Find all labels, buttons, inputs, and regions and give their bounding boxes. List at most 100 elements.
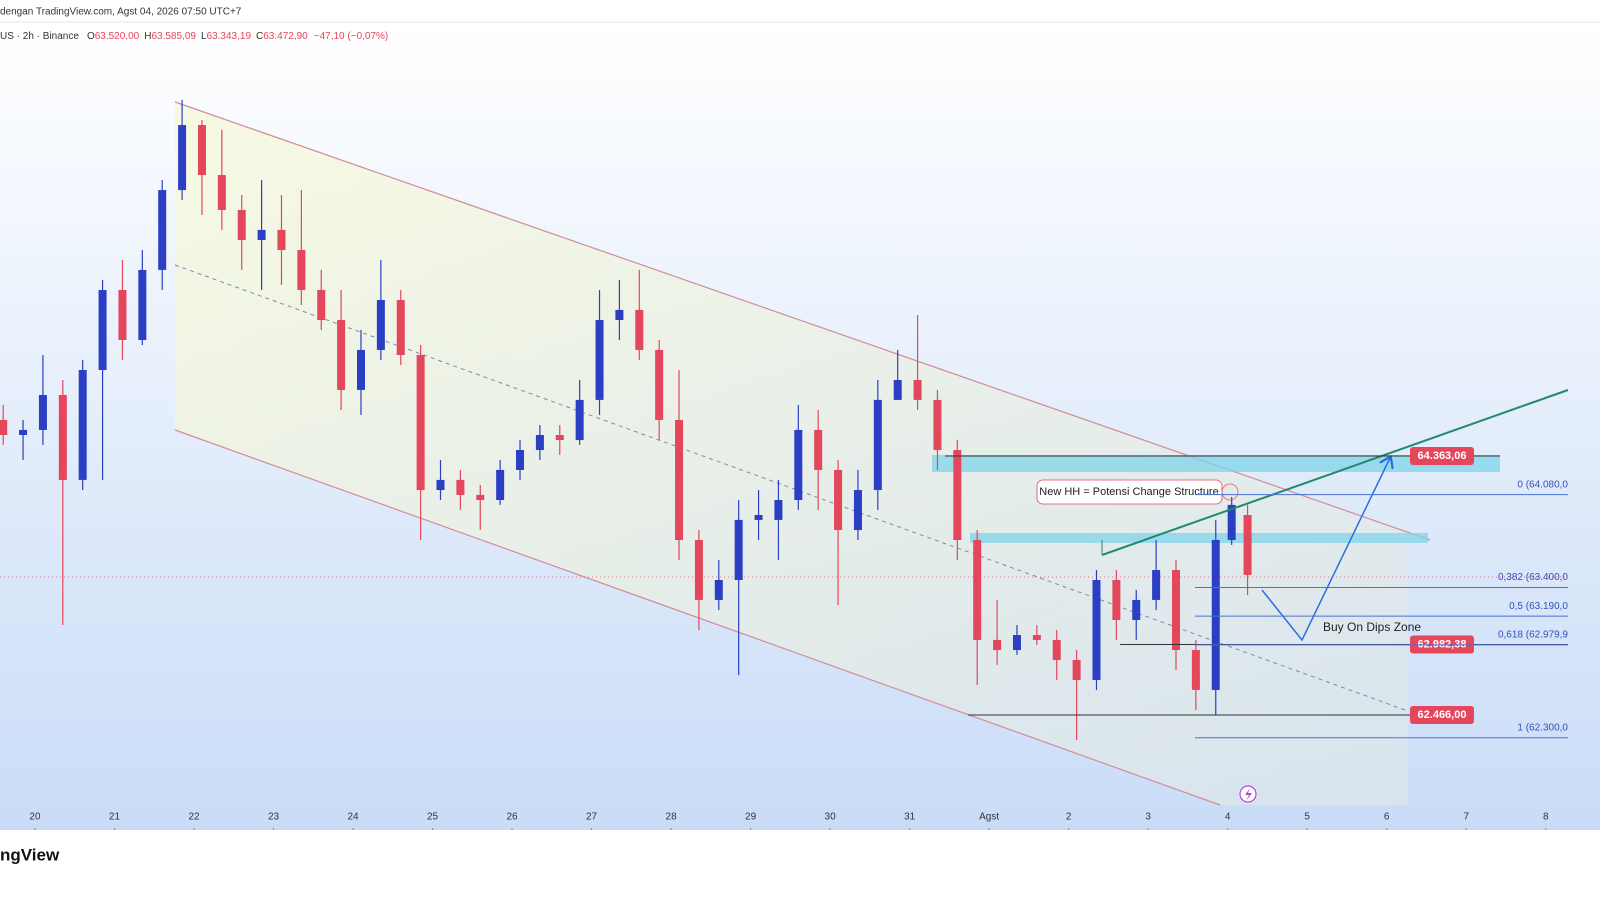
annotation: New HH = Potensi Change Structure xyxy=(1039,486,1218,498)
breakout-zone xyxy=(970,533,1428,543)
annotation: Buy On Dips Zone xyxy=(1323,620,1421,634)
resistance-zone xyxy=(932,455,1500,472)
candle-body xyxy=(98,289,107,371)
x-tick-label: 8 xyxy=(1543,812,1549,823)
symbol: US · 2h · Binance xyxy=(0,31,79,42)
x-tick-label: 28 xyxy=(666,812,678,823)
candle-body xyxy=(416,354,425,491)
candle-body xyxy=(297,249,306,290)
candle-body xyxy=(78,370,87,480)
x-tick-label: 21 xyxy=(109,812,121,823)
ohlc-label: C xyxy=(256,31,263,42)
candle-body xyxy=(356,349,365,390)
candle-body xyxy=(694,539,703,600)
candle-body xyxy=(774,499,783,520)
candle-body xyxy=(873,399,882,491)
x-tick-label: 5 xyxy=(1304,812,1310,823)
candle-body xyxy=(734,519,743,581)
candle-body xyxy=(1211,539,1220,690)
x-tick-label: 27 xyxy=(586,812,598,823)
candle-body xyxy=(178,125,187,191)
candle-body xyxy=(1052,639,1061,661)
candle-body xyxy=(1132,599,1141,621)
candle-body xyxy=(496,469,505,500)
ohlc-value: 63.343,19 xyxy=(207,31,252,42)
candle-body xyxy=(0,419,8,435)
x-tick-label: Agst xyxy=(979,812,999,823)
candle-body xyxy=(893,379,902,400)
level-label: 64.363,06 xyxy=(1418,450,1467,462)
candle-body xyxy=(1172,570,1180,651)
bottom-bar xyxy=(0,830,1600,900)
candle-body xyxy=(376,299,385,350)
ohlc-label: H xyxy=(144,31,151,42)
fib-label: 0 (64.080,0 xyxy=(1517,479,1568,490)
x-tick-label: 4 xyxy=(1225,812,1231,823)
event-icon-bolt xyxy=(1245,788,1252,801)
candle-body xyxy=(516,450,525,470)
x-tick-label: 2 xyxy=(1066,812,1072,823)
ohlc-label: O xyxy=(87,31,95,42)
candle-body xyxy=(675,419,684,540)
ohlc-value: 63.472,90 xyxy=(263,31,308,42)
candle-body xyxy=(19,429,28,435)
candle-body xyxy=(1227,504,1236,540)
ohlc-value: 63.585,09 xyxy=(151,31,196,42)
candle-body xyxy=(635,309,644,350)
fib-label: 1 (62.300,0 xyxy=(1517,722,1568,733)
candle-body xyxy=(1191,650,1200,690)
candle-body xyxy=(1152,570,1161,600)
x-tick-label: 31 xyxy=(904,812,916,823)
candle-body xyxy=(973,539,982,640)
candle-body xyxy=(118,289,127,340)
top-bar xyxy=(0,0,1600,22)
marks xyxy=(0,99,1252,741)
fib-label: 0,5 (63.190,0 xyxy=(1509,601,1568,612)
level-label-box xyxy=(1410,447,1474,466)
candle-body xyxy=(197,125,206,176)
candle-body xyxy=(615,309,624,321)
ohlc-value: 63.520,00 xyxy=(95,31,140,42)
fib-label: 0,382 (63.400,0 xyxy=(1498,572,1568,583)
candle-body xyxy=(655,349,664,420)
candle-body xyxy=(476,494,485,500)
level-label-box xyxy=(1410,706,1474,725)
candle-body xyxy=(158,190,167,270)
x-tick-label: 3 xyxy=(1145,812,1151,823)
projection-arrow xyxy=(1261,458,1390,642)
x-tick-label: 24 xyxy=(347,812,359,823)
x-tick-label: 6 xyxy=(1384,812,1390,823)
candle-body xyxy=(237,209,246,241)
channel-lower xyxy=(174,429,1221,806)
annotation-box xyxy=(1036,479,1223,505)
candle-body xyxy=(714,580,723,600)
logo: ngView xyxy=(0,845,60,864)
candle-body xyxy=(257,229,266,241)
header-line: US · 2h · Binance O63.520,00 H63.585,09 L63… xyxy=(0,31,388,42)
candle-body xyxy=(913,379,922,400)
candle-body xyxy=(277,229,286,250)
candle-body xyxy=(1092,580,1101,680)
x-tick-label: 30 xyxy=(825,812,837,823)
candle-body xyxy=(993,639,1002,651)
x-tick-label: 7 xyxy=(1463,812,1469,823)
x-tick-label: 22 xyxy=(188,812,200,823)
candle-body xyxy=(575,399,584,441)
candle-body xyxy=(337,320,346,390)
candle-body xyxy=(1243,515,1252,575)
candle-body xyxy=(456,479,465,495)
candle-body xyxy=(317,289,326,321)
candle-body xyxy=(555,435,564,441)
candle-body xyxy=(58,394,67,480)
candle-body xyxy=(794,429,803,500)
candle-body xyxy=(595,320,604,400)
candle-body xyxy=(933,399,942,451)
ohlc-label: L xyxy=(201,31,207,42)
candle-body xyxy=(1032,635,1041,640)
candle-body xyxy=(814,429,823,470)
level-label: 62.466,00 xyxy=(1418,709,1467,721)
x-tick-label: 26 xyxy=(507,812,519,823)
candle-body xyxy=(217,175,226,210)
candle-body xyxy=(834,469,843,531)
